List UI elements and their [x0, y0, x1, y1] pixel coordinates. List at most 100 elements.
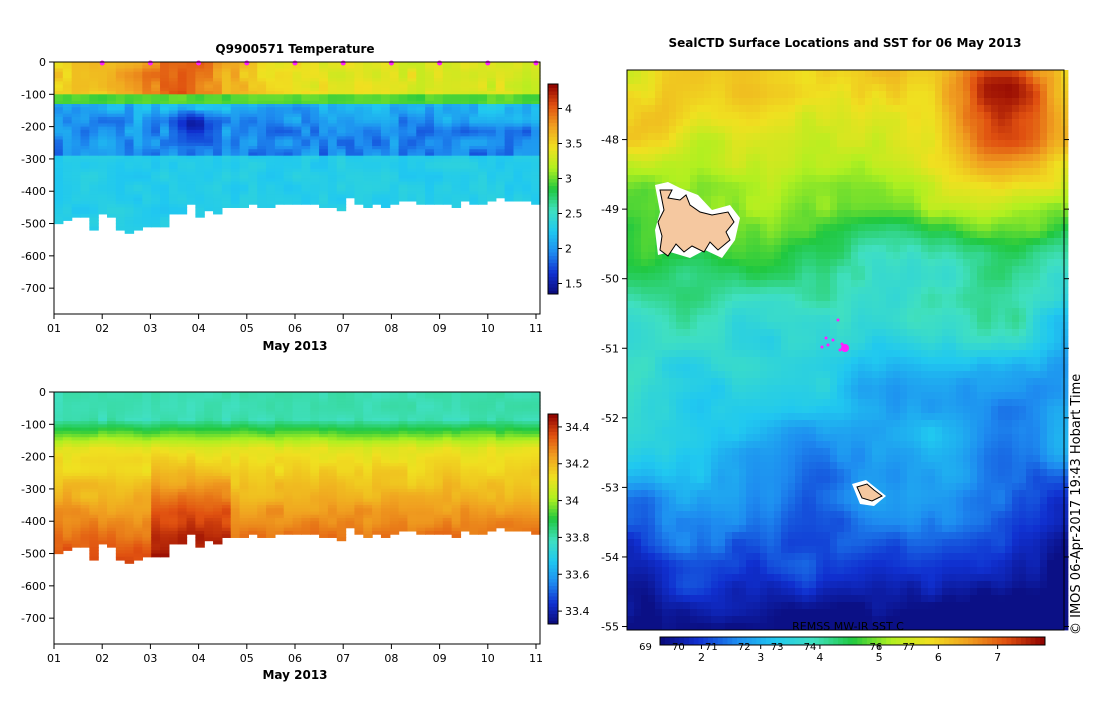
section-cell — [407, 528, 416, 532]
colorbar-step — [548, 172, 558, 176]
colorbar-step — [548, 154, 558, 158]
section-cell — [195, 214, 204, 218]
colorbar-tick-label: 4 — [565, 103, 572, 116]
colorbar-step — [548, 130, 558, 134]
profile-marker — [148, 61, 153, 66]
section-cell — [187, 201, 196, 205]
section-cell — [54, 550, 63, 554]
colorbar-step — [548, 119, 558, 123]
section-cell — [222, 534, 231, 538]
x-tick-label: 01 — [47, 322, 61, 335]
profile-marker — [293, 61, 298, 66]
x-tick-label: 03 — [143, 322, 157, 335]
colorbar-step — [548, 105, 558, 109]
y-tick-label: -700 — [21, 282, 46, 295]
section-cell — [513, 198, 522, 202]
section-cell — [142, 554, 151, 558]
section-cell — [151, 554, 160, 558]
section-cell — [363, 534, 372, 538]
colorbar-step — [548, 259, 558, 263]
x-tick-label: 05 — [240, 322, 254, 335]
temperature-title: Q9900571 Temperature — [215, 42, 374, 56]
section-cell — [266, 204, 275, 208]
section-cell — [310, 201, 319, 205]
colorbar-step — [548, 147, 558, 151]
section-cell — [81, 214, 90, 218]
section-cell — [107, 214, 116, 218]
section-cell — [98, 211, 107, 215]
section-cell — [354, 531, 363, 535]
x-tick-label: 06 — [288, 322, 302, 335]
section-cell — [116, 227, 125, 231]
section-cell — [125, 230, 134, 234]
section-cell — [452, 534, 461, 538]
section-cell — [301, 531, 310, 535]
colorbar-step — [548, 280, 558, 284]
profile-marker — [534, 61, 539, 66]
colorbar-step — [548, 252, 558, 256]
section-cell — [425, 531, 434, 535]
x-tick-label: 09 — [433, 322, 447, 335]
colorbar-step — [548, 175, 558, 179]
section-cell — [478, 201, 487, 205]
section-cell — [328, 534, 337, 538]
section-cell — [319, 204, 328, 208]
x-tick-label: 04 — [192, 322, 206, 335]
section-cell — [496, 524, 505, 528]
section-cell — [231, 534, 240, 538]
section-cell — [275, 201, 284, 205]
section-cell — [319, 534, 328, 538]
colorbar-step — [548, 189, 558, 193]
colorbar-step — [548, 193, 558, 197]
y-tick-label: -400 — [21, 185, 46, 198]
profile-marker — [485, 61, 490, 66]
colorbar-step — [548, 256, 558, 260]
section-cell — [231, 204, 240, 208]
section-cell — [116, 557, 125, 561]
temperature-cells — [54, 62, 541, 234]
colorbar-step — [548, 137, 558, 141]
section-cell — [443, 531, 452, 535]
y-tick-label: -300 — [21, 153, 46, 166]
section-cell — [195, 544, 204, 548]
colorbar-step — [548, 245, 558, 249]
section-cell — [354, 201, 363, 205]
colorbar-step — [548, 140, 558, 144]
section-cell — [381, 534, 390, 538]
section-cell — [496, 194, 505, 198]
section-cell — [346, 194, 355, 198]
colorbar-step — [548, 228, 558, 232]
x-tick-label: 10 — [481, 322, 495, 335]
section-cell — [328, 204, 337, 208]
section-cell — [460, 528, 469, 532]
section-cell — [257, 204, 266, 208]
profile-marker — [437, 61, 442, 66]
section-cell — [407, 198, 416, 202]
colorbar-step — [548, 235, 558, 239]
section-cell — [240, 534, 249, 538]
temperature-section-panel: Q9900571 Temperature 0-100-200-300-400-5… — [21, 42, 582, 353]
section-cell — [425, 201, 434, 205]
colorbar-step — [548, 284, 558, 288]
colorbar-step — [548, 165, 558, 169]
section-cell — [107, 544, 116, 548]
section-cell — [469, 201, 478, 205]
section-cell — [142, 224, 151, 228]
colorbar-step — [548, 161, 558, 165]
profile-marker — [100, 61, 105, 66]
section-cell — [346, 524, 355, 528]
section-cell — [284, 531, 293, 535]
colorbar-step — [548, 270, 558, 274]
section-cell — [160, 554, 169, 558]
section-cell — [390, 201, 399, 205]
section-cell — [151, 224, 160, 228]
section-cell — [266, 534, 275, 538]
colorbar-step — [548, 95, 558, 99]
section-cell — [469, 531, 478, 535]
colorbar-step — [548, 186, 558, 190]
colorbar-step — [548, 133, 558, 137]
colorbar-step — [548, 266, 558, 270]
section-cell — [54, 220, 63, 224]
y-tick-label: 0 — [39, 56, 46, 69]
section-cell — [63, 547, 72, 551]
